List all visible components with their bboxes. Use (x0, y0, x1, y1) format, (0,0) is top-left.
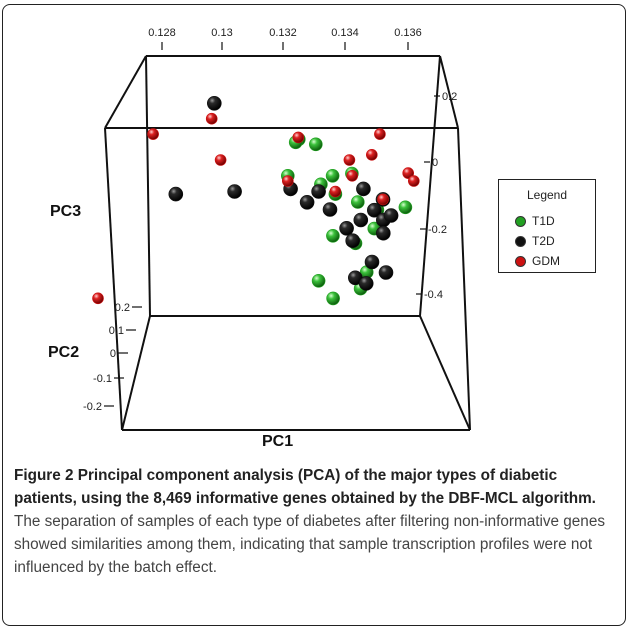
data-point-t1d (326, 229, 340, 243)
pc3-tick-labels: 0.2 0 -0.2 -0.4 (416, 91, 457, 301)
data-point-t1d (325, 169, 340, 183)
pc2-tick-label: 0.2 (115, 302, 130, 314)
legend-title: Legend (526, 188, 568, 202)
data-point-t2d (207, 96, 222, 111)
legend-label-t1d: T1D (532, 214, 555, 228)
data-point-gdm (329, 185, 342, 198)
box-edge (457, 127, 471, 431)
data-point-t2d (358, 276, 374, 291)
data-point-t2d (364, 254, 380, 270)
data-point-t2d (311, 184, 326, 199)
data-point-t2d (383, 208, 399, 223)
data-point-t2d (339, 221, 354, 236)
caption-title: Figure 2 Principal component analysis (P… (14, 467, 596, 507)
pc3-tick-label: 0 (432, 157, 438, 169)
data-point-t2d (378, 265, 394, 280)
pc1-tick-label: 0.132 (269, 27, 297, 39)
data-point-t1d (308, 137, 323, 152)
data-point-t2d (168, 186, 184, 202)
data-point-t1d (350, 195, 365, 209)
pc1-tick-label: 0.128 (148, 27, 176, 39)
legend-item-t1d: T1D (515, 213, 555, 229)
data-point-t2d (322, 202, 338, 217)
box-edge (104, 127, 123, 431)
data-point-gdm (407, 175, 420, 187)
plot-box-edges (104, 55, 471, 431)
pc3-tick-label: -0.2 (428, 224, 447, 236)
data-point-t1d (311, 273, 326, 288)
legend-item-t2d: T2D (515, 233, 555, 249)
data-point-gdm (374, 128, 386, 140)
legend-label-gdm: GDM (532, 254, 560, 268)
data-point-gdm (92, 292, 104, 305)
pc3-axis-title: PC3 (50, 203, 81, 220)
caption-body: The separation of samples of each type o… (14, 513, 605, 576)
pc2-tick-label: 0.1 (109, 325, 124, 337)
legend-label-t2d: T2D (532, 234, 555, 248)
data-point-t2d (356, 181, 371, 197)
data-point-t2d (353, 212, 369, 228)
box-edge (419, 55, 441, 317)
data-point-gdm (205, 112, 218, 125)
box-edge (121, 315, 151, 431)
pc2-tick-label: -0.1 (93, 373, 112, 385)
legend-item-gdm: GDM (515, 253, 560, 269)
pc1-tick-label: 0.134 (331, 27, 359, 39)
data-point-t2d (375, 225, 391, 241)
pc2-tick-labels: 0.2 0.1 0 -0.1 -0.2 (83, 302, 142, 413)
data-point-gdm (147, 128, 159, 140)
data-point-gdm (377, 193, 389, 206)
pc3-tick-label: 0.2 (442, 91, 457, 103)
legend: Legend T1D T2D GDM (498, 179, 596, 273)
data-point-gdm (214, 154, 227, 166)
pc1-tick-label: 0.136 (394, 27, 422, 39)
data-point-gdm (343, 154, 356, 166)
box-edge (145, 55, 151, 317)
pc1-tick-label: 0.13 (211, 27, 232, 39)
box-edge (419, 315, 471, 431)
legend-marker-t2d (515, 235, 526, 247)
box-edge (104, 55, 147, 129)
legend-marker-gdm (515, 255, 526, 267)
pc1-axis-title: PC1 (262, 433, 293, 450)
pc2-axis-title: PC2 (48, 344, 79, 361)
pc2-tick-label: 0 (110, 348, 116, 360)
data-point-gdm (281, 175, 294, 187)
figure-caption: Figure 2 Principal component analysis (P… (14, 464, 614, 579)
data-point-t2d (299, 195, 315, 210)
legend-marker-t1d (515, 215, 526, 227)
pc1-tick-labels: 0.128 0.13 0.132 0.134 0.136 (148, 27, 422, 50)
pca-3d-scatter-plot: 0.128 0.13 0.132 0.134 0.136 0.2 0 -0.2 -0.4 0.… (48, 27, 471, 450)
data-point-t2d (227, 184, 242, 199)
data-point-t1d (326, 291, 340, 306)
pc2-tick-label: -0.2 (83, 401, 102, 413)
pc3-tick-label: -0.4 (424, 289, 443, 301)
data-point-gdm (346, 170, 359, 182)
data-point-gdm (402, 167, 415, 179)
data-point-t2d (345, 233, 361, 248)
data-point-t2d (366, 202, 382, 218)
data-point-gdm (365, 149, 378, 161)
box-edge (439, 55, 459, 129)
data-points (92, 96, 420, 306)
data-point-t1d (398, 200, 413, 215)
data-point-gdm (292, 131, 305, 144)
